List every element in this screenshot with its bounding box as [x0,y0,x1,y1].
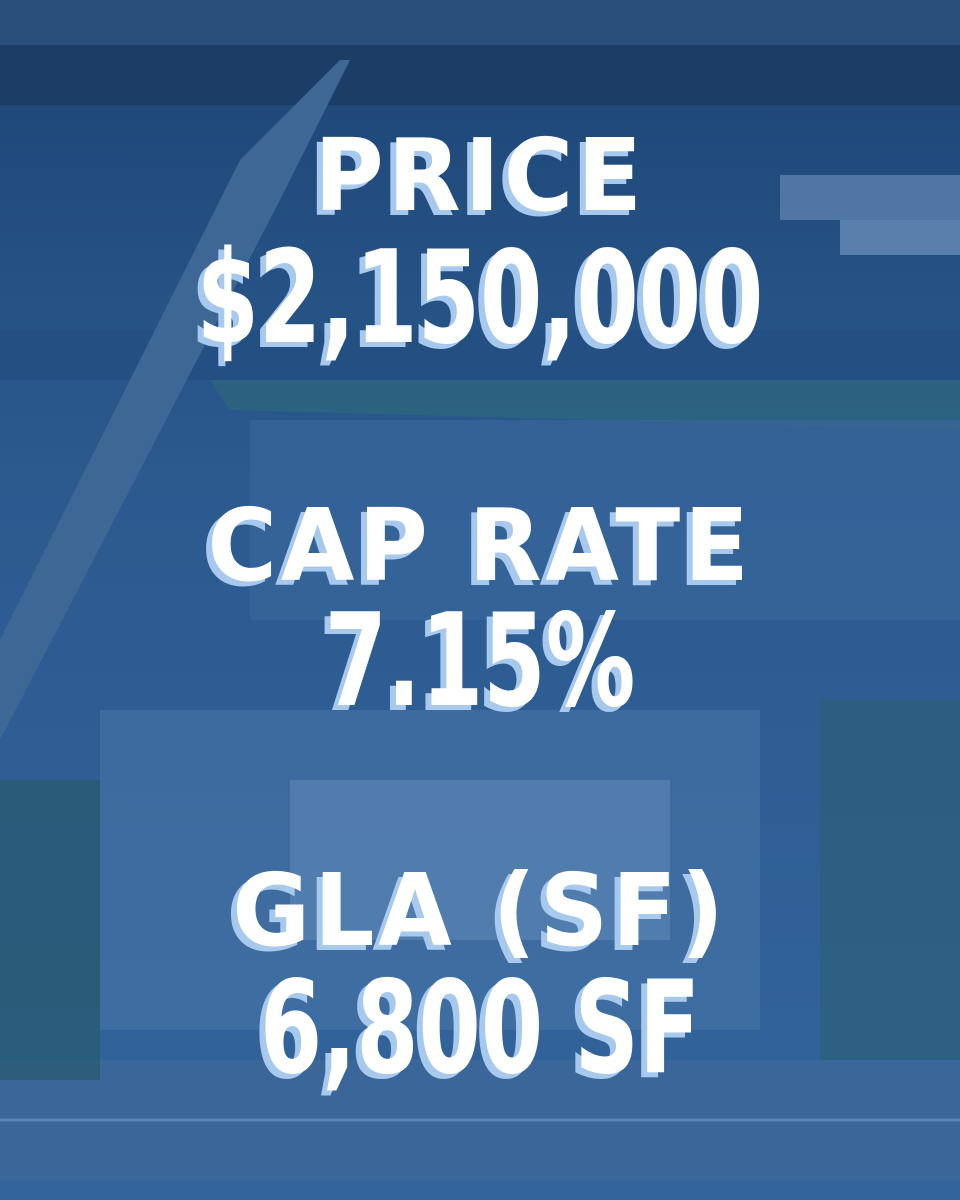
value: 7.15% [325,587,636,736]
label-shadow: GLA (SF) [226,858,722,975]
value-shadow: $2,150,000 [191,229,758,378]
label: GLA (SF) [232,853,728,970]
value: $2,150,000 [197,224,764,373]
label: PRICE [314,118,646,235]
value-shadow: 7.15% [319,592,630,741]
label: CAP RATE [207,488,752,605]
label-shadow: CAP RATE [201,493,746,610]
label-shadow: PRICE [308,123,640,240]
value: 6,800 SF [260,954,700,1103]
value-shadow: 6,800 SF [254,959,694,1108]
